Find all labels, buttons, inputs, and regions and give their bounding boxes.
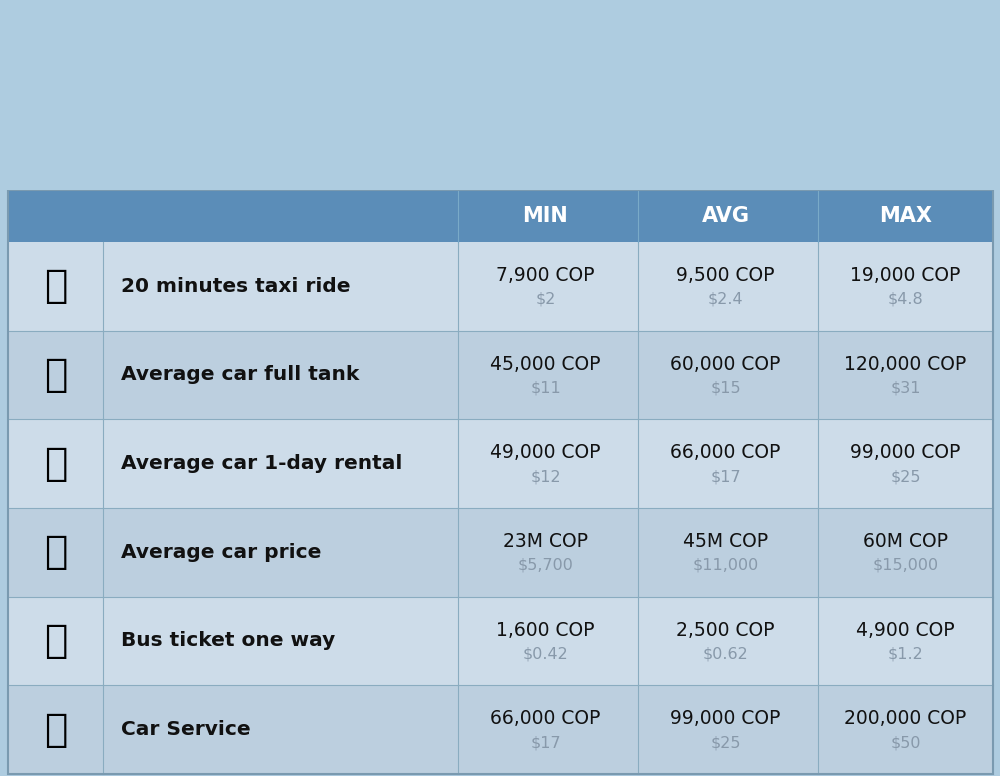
Text: 🚗: 🚗 (44, 533, 67, 571)
Bar (8, 597, 993, 685)
Text: $0.62: $0.62 (703, 646, 748, 661)
Text: $1.2: $1.2 (888, 646, 923, 661)
Text: 7,900 COP: 7,900 COP (496, 266, 595, 285)
Bar (8, 190, 993, 242)
Text: $2: $2 (535, 292, 556, 307)
Text: $2.4: $2.4 (708, 292, 743, 307)
Text: 66,000 COP: 66,000 COP (490, 709, 601, 728)
Text: $12: $12 (530, 469, 561, 484)
Text: Medellin: Medellin (38, 100, 143, 124)
Text: 200,000 COP: 200,000 COP (844, 709, 967, 728)
Text: $5,700: $5,700 (518, 558, 573, 573)
Text: $50: $50 (890, 735, 921, 750)
Text: 🚙: 🚙 (44, 445, 67, 483)
Text: $15,000: $15,000 (872, 558, 939, 573)
Text: 23M COP: 23M COP (503, 532, 588, 551)
Bar (848, 86, 968, 168)
Text: Average car full tank: Average car full tank (121, 365, 359, 384)
Text: Car Service: Car Service (121, 720, 251, 740)
Text: Commute, travel, and transportation costs: Commute, travel, and transportation cost… (38, 42, 910, 76)
Text: 4,900 COP: 4,900 COP (856, 621, 955, 639)
Text: $31: $31 (890, 380, 921, 396)
Bar (848, 140, 968, 168)
Text: 🚕: 🚕 (44, 268, 67, 305)
Bar (8, 508, 993, 597)
Text: 19,000 COP: 19,000 COP (850, 266, 961, 285)
Text: 60,000 COP: 60,000 COP (670, 355, 781, 373)
Text: 120,000 COP: 120,000 COP (844, 355, 967, 373)
Text: 45M COP: 45M COP (683, 532, 768, 551)
Text: 1,600 COP: 1,600 COP (496, 621, 595, 639)
Text: 45,000 COP: 45,000 COP (490, 355, 601, 373)
Text: 60M COP: 60M COP (863, 532, 948, 551)
Bar (8, 419, 993, 508)
Text: $25: $25 (890, 469, 921, 484)
Text: $0.42: $0.42 (523, 646, 568, 661)
Bar (8, 190, 993, 774)
Bar (8, 242, 993, 331)
Text: $11,000: $11,000 (692, 558, 759, 573)
Text: 99,000 COP: 99,000 COP (850, 443, 961, 462)
Text: 99,000 COP: 99,000 COP (670, 709, 781, 728)
Text: $11: $11 (530, 380, 561, 396)
Text: 2,500 COP: 2,500 COP (676, 621, 775, 639)
Text: $17: $17 (530, 735, 561, 750)
Bar (8, 331, 993, 419)
Bar (0, 0, 1000, 190)
Text: $25: $25 (710, 735, 741, 750)
Bar (848, 86, 968, 113)
Text: $4.8: $4.8 (888, 292, 923, 307)
Text: 66,000 COP: 66,000 COP (670, 443, 781, 462)
Text: MAX: MAX (879, 206, 932, 226)
Text: 20 minutes taxi ride: 20 minutes taxi ride (121, 277, 351, 296)
Text: AVG: AVG (702, 206, 750, 226)
Text: Bus ticket one way: Bus ticket one way (121, 632, 335, 650)
Text: 9,500 COP: 9,500 COP (676, 266, 775, 285)
Text: Average car price: Average car price (121, 543, 321, 562)
Text: 49,000 COP: 49,000 COP (490, 443, 601, 462)
Bar (8, 685, 993, 774)
Text: 🔧: 🔧 (44, 711, 67, 749)
Text: ⛽: ⛽ (44, 356, 67, 394)
Text: Average car 1-day rental: Average car 1-day rental (121, 454, 402, 473)
Text: MIN: MIN (523, 206, 568, 226)
Text: $15: $15 (710, 380, 741, 396)
Text: $17: $17 (710, 469, 741, 484)
Text: 🚌: 🚌 (44, 622, 67, 660)
Bar (848, 113, 968, 140)
